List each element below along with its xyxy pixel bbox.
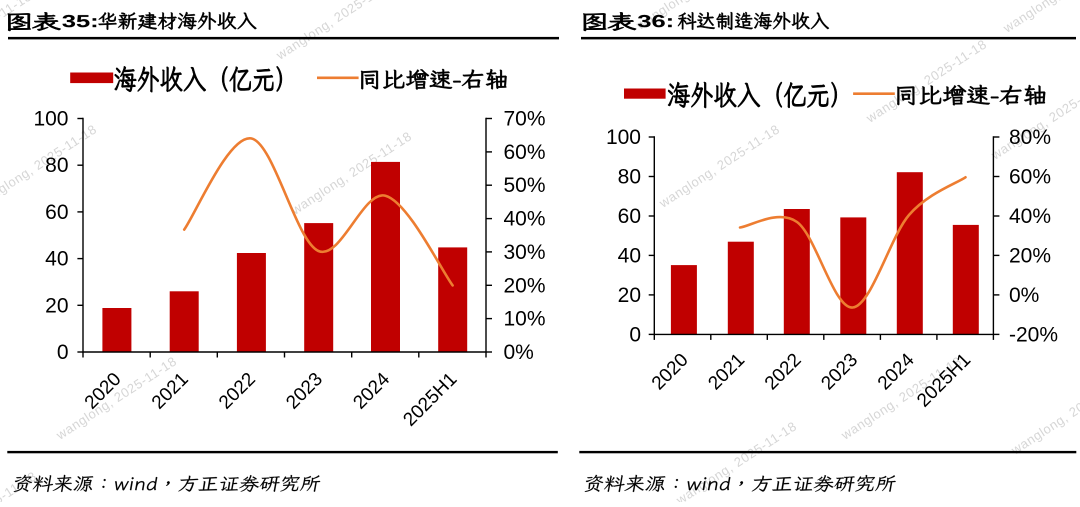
svg-text:60: 60 [618, 205, 641, 228]
svg-text:100: 100 [33, 108, 68, 131]
svg-text:80: 80 [618, 166, 641, 189]
svg-text:40%: 40% [1009, 205, 1051, 228]
svg-text:0: 0 [57, 341, 69, 364]
svg-text:40%: 40% [504, 208, 546, 231]
svg-text:80: 80 [45, 154, 68, 177]
svg-text:20: 20 [45, 294, 68, 317]
svg-text:30%: 30% [504, 241, 546, 264]
svg-text:60: 60 [45, 201, 68, 224]
svg-text:70%: 70% [504, 108, 546, 131]
svg-text:60%: 60% [504, 141, 546, 164]
svg-text:0%: 0% [504, 341, 534, 364]
svg-text:20: 20 [618, 284, 641, 307]
svg-text:40: 40 [618, 244, 641, 267]
svg-text:60%: 60% [1009, 166, 1051, 189]
svg-text:10%: 10% [504, 308, 546, 331]
svg-text:50%: 50% [504, 174, 546, 197]
svg-text:20%: 20% [504, 274, 546, 297]
svg-text:0: 0 [629, 323, 641, 346]
svg-text:40: 40 [45, 248, 68, 271]
svg-text:-20%: -20% [1009, 323, 1058, 346]
svg-text:20%: 20% [1009, 244, 1051, 267]
svg-text:0%: 0% [1009, 284, 1039, 307]
svg-text:80%: 80% [1009, 126, 1051, 149]
svg-text:100: 100 [606, 126, 641, 149]
